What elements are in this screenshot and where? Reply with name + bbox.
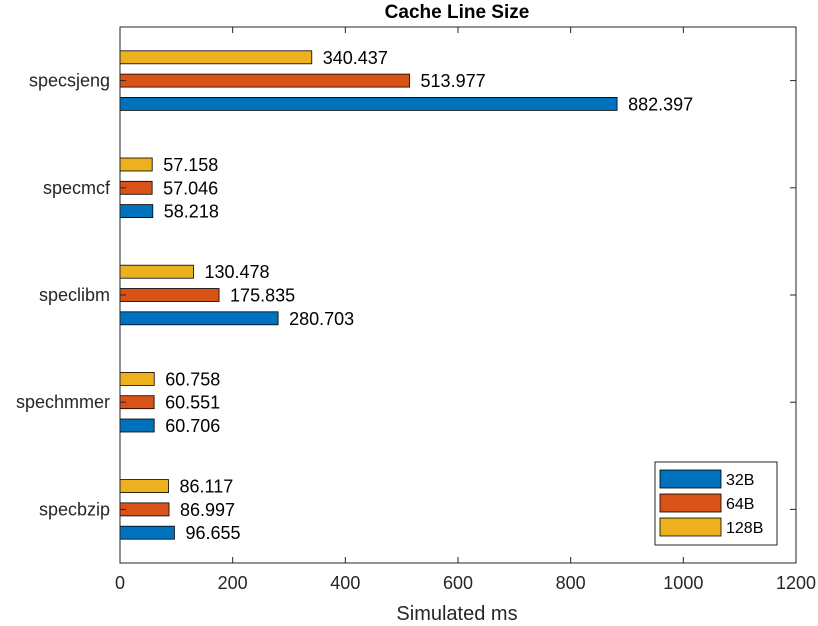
legend-label-128B: 128B [726,520,763,537]
data-label-specsjeng-32B: 882.397 [628,94,693,114]
data-label-spechmmer-128B: 60.758 [165,369,220,389]
data-label-specbzip-64B: 86.997 [180,500,235,520]
bar-specsjeng-128B [119,50,313,65]
data-label-speclibm-128B: 130.478 [205,262,270,282]
data-label-specbzip-32B: 96.655 [185,523,240,543]
bar-specbzip-64B [119,502,170,517]
data-label-specmcf-64B: 57.046 [163,178,218,198]
legend-label-64B: 64B [726,496,754,513]
x-tick-label: 400 [330,573,360,593]
legend-label-32B: 32B [726,472,754,489]
data-label-specsjeng-128B: 340.437 [323,48,388,68]
data-label-specsjeng-64B: 513.977 [421,71,486,91]
x-tick-label: 1200 [776,573,816,593]
x-axis-label: Simulated ms [396,603,517,625]
data-label-specmcf-128B: 57.158 [163,155,218,175]
data-label-spechmmer-32B: 60.706 [165,416,220,436]
bar-speclibm-128B [119,264,194,279]
bar-specsjeng-64B [119,73,410,88]
bars-layer: 882.397 513.977 340.437 58.218 57.046 57.158 2… [119,48,693,543]
x-tick-label: 1000 [663,573,703,593]
y-tick-label-spechmmer: spechmmer [16,392,110,412]
x-tick-label: 0 [115,573,125,593]
data-label-spechmmer-64B: 60.551 [165,393,220,413]
x-tick-label: 600 [443,573,473,593]
y-tick-label-specmcf: specmcf [43,178,111,198]
legend-swatch-128B [659,517,722,537]
data-label-speclibm-64B: 175.835 [230,286,295,306]
chart-title: Cache Line Size [385,2,530,23]
y-tick-label-speclibm: speclibm [39,285,110,305]
bar-specbzip-32B [119,525,175,540]
data-label-specmcf-32B: 58.218 [164,202,219,222]
legend-swatch-32B [659,469,722,489]
bar-spechmmer-32B [119,418,155,433]
y-tick-label-specsjeng: specsjeng [29,71,110,91]
data-label-specbzip-128B: 86.117 [180,477,234,497]
bar-specbzip-128B [119,479,169,494]
bar-specmcf-32B [119,204,154,219]
bar-specsjeng-32B [119,97,618,111]
bar-specmcf-128B [119,157,153,172]
x-tick-label: 200 [218,573,248,593]
x-tick-label: 800 [556,573,586,593]
bar-speclibm-64B [119,288,220,302]
data-label-speclibm-32B: 280.703 [289,309,354,329]
ticks-layer: 0 200 400 600 800 1000 1200 specsjeng specmcf spe… [16,27,816,593]
y-tick-label-specbzip: specbzip [39,499,110,519]
legend: 32B 64B 128B [654,461,778,546]
bar-spechmmer-128B [119,371,155,386]
legend-swatch-64B [659,493,722,513]
bar-speclibm-32B [119,311,279,326]
